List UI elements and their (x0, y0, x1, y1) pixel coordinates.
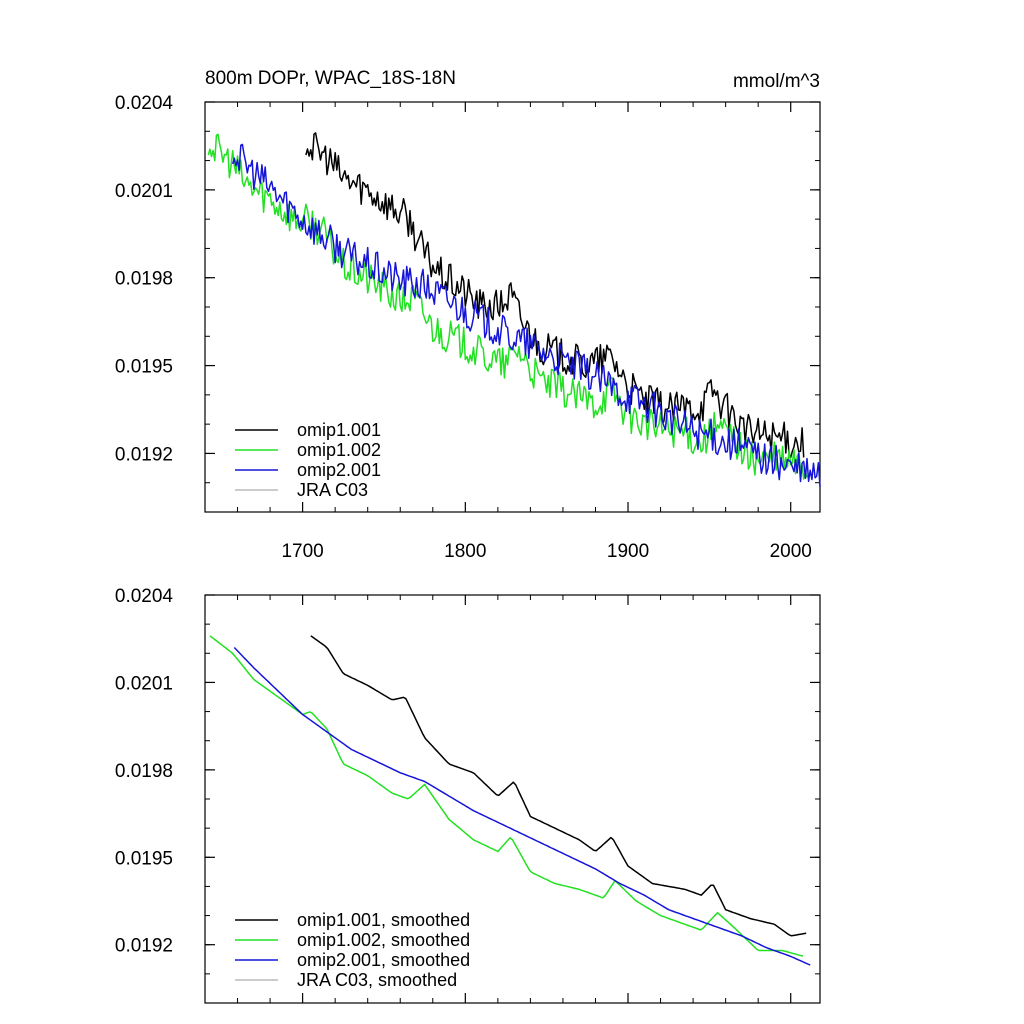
panel-bottom: 0.0192 0.0195 0.0198 0.0201 0.0204 omip1.001,… (115, 586, 821, 1004)
y-tick-label: 0.0195 (115, 848, 173, 869)
y-tick-label: 0.0198 (115, 761, 173, 782)
legend-label-omip1-002-smoothed: omip1.002, smoothed (297, 930, 470, 950)
chart-title: 800m DOPr, WPAC_18S-18N (205, 68, 456, 89)
panel-top: 800m DOPr, WPAC_18S-18N mmol/m^3 0.0192 0… (115, 68, 821, 562)
series-line-omip1-002 (207, 133, 808, 480)
legend-label-omip2-001-smoothed: omip2.001, smoothed (297, 950, 470, 970)
x-tick-label: 1800 (444, 541, 486, 562)
units-label: mmol/m^3 (733, 71, 820, 92)
x-tick-label: 2000 (770, 541, 812, 562)
series-line-omip2-001 (231, 143, 821, 487)
legend-label-omip2-001: omip2.001 (297, 460, 381, 480)
y-tick-label: 0.0201 (115, 673, 173, 694)
legend-label-omip1-002: omip1.002 (297, 440, 381, 460)
series-line-omip1-002-smoothed (209, 635, 804, 957)
series-line-omip1-001 (305, 132, 805, 459)
series-line-omip1-001-smoothed (310, 635, 807, 937)
y-tick-label: 0.0201 (115, 181, 173, 202)
legend-label-omip1-001-smoothed: omip1.001, smoothed (297, 910, 470, 930)
x-tick-label: 1900 (607, 541, 649, 562)
y-tick-label: 0.0192 (115, 444, 173, 465)
y-tick-label: 0.0195 (115, 357, 173, 378)
series-line-omip2-001-smoothed (233, 646, 811, 966)
y-tick-label: 0.0204 (115, 586, 174, 607)
y-tick-label: 0.0198 (115, 269, 173, 290)
y-tick-label: 0.0192 (115, 936, 173, 957)
legend-label-omip1-001: omip1.001 (297, 420, 381, 440)
x-tick-label: 1700 (281, 541, 323, 562)
legend-label-jra-c03-smoothed: JRA C03, smoothed (297, 970, 457, 990)
y-tick-label: 0.0204 (115, 93, 174, 114)
legend-label-jra-c03: JRA C03 (297, 480, 368, 500)
